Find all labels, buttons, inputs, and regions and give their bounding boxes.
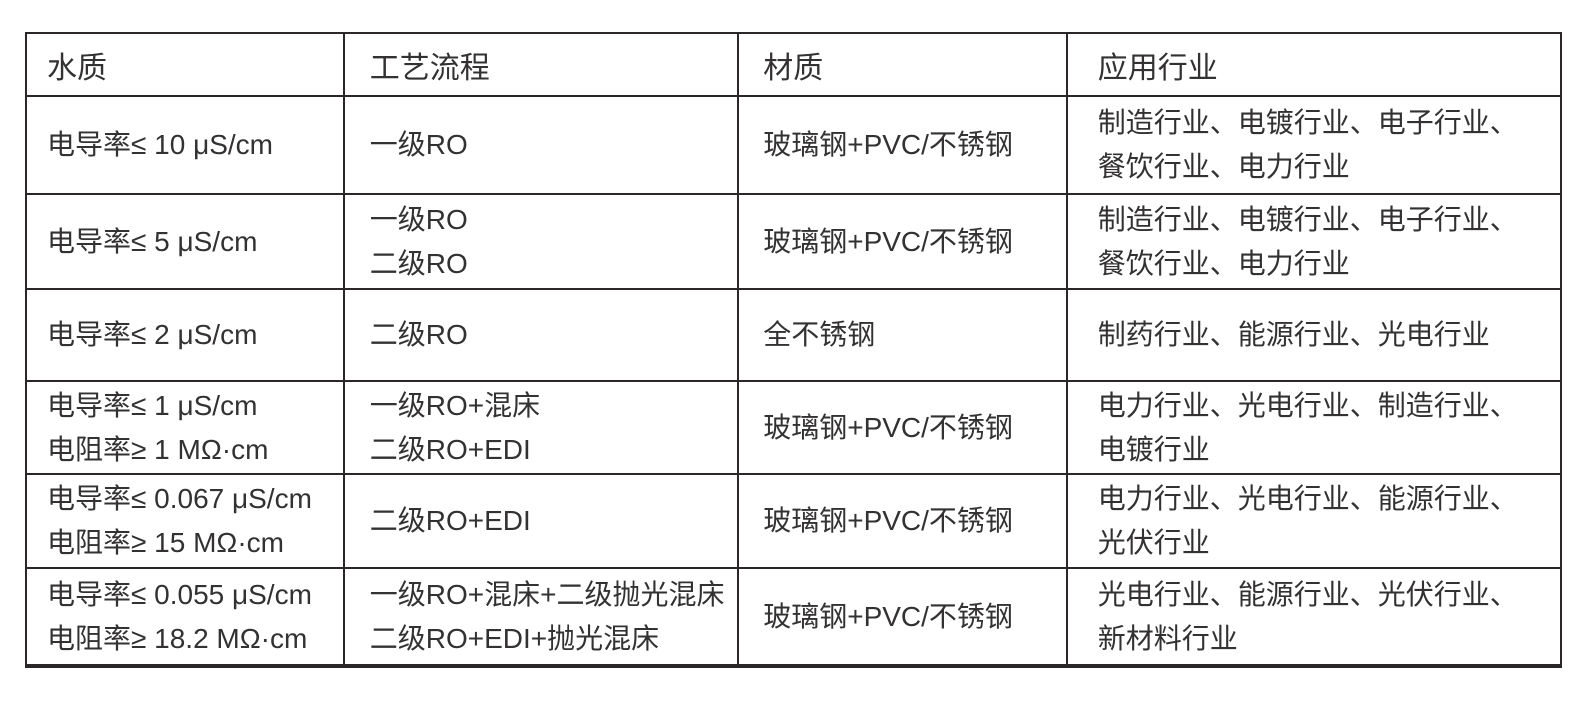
cell-line: 玻璃钢+PVC/不锈钢 (763, 505, 1013, 536)
cell-application-industries: 制造行业、电镀行业、电子行业、 餐饮行业、电力行业 (1065, 95, 1563, 195)
cell-line: 电导率≤ 5 μS/cm (47, 225, 258, 257)
table-row: 电导率≤ 5 μS/cm 一级RO 二级RO 玻璃钢+PVC/不锈钢 制造行业、电镀行业… (25, 193, 1563, 290)
cell-process-flow: 二级RO+EDI (342, 473, 740, 569)
table-body: 电导率≤ 10 μS/cm 一级RO 玻璃钢+PVC/不锈钢 制造行业、电镀行业、电子… (25, 95, 1563, 668)
cell-line: 二级RO+EDI+抛光混床 (369, 622, 660, 654)
cell-material: 玻璃钢+PVC/不锈钢 (737, 473, 1068, 569)
cell-water-quality: 电导率≤ 1 μS/cm 电阻率≥ 1 MΩ·cm (25, 380, 345, 475)
cell-material: 玻璃钢+PVC/不锈钢 (737, 567, 1068, 668)
cell-line: 电导率≤ 0.067 μS/cm (47, 483, 312, 514)
cell-line: 一级RO (369, 129, 468, 160)
cell-material: 玻璃钢+PVC/不锈钢 (737, 95, 1068, 195)
cell-line: 一级RO+混床 (369, 389, 541, 421)
cell-application-industries: 光电行业、能源行业、光伏行业、 新材料行业 (1065, 567, 1563, 668)
header-material: 材质 (737, 32, 1068, 97)
cell-application-industries: 制药行业、能源行业、光电行业 (1065, 288, 1563, 382)
table-row: 电导率≤ 0.067 μS/cm 电阻率≥ 15 MΩ·cm 二级RO+EDI 玻璃钢… (25, 473, 1563, 569)
cell-material: 全不锈钢 (737, 288, 1068, 382)
cell-process-flow: 一级RO+混床 二级RO+EDI (342, 380, 740, 475)
cell-process-flow: 一级RO 二级RO (342, 193, 740, 290)
table-row: 电导率≤ 2 μS/cm 二级RO 全不锈钢 制药行业、能源行业、光电行业 (25, 288, 1563, 382)
cell-line: 电导率≤ 1 μS/cm (47, 389, 258, 421)
cell-process-flow: 一级RO+混床+二级抛光混床 二级RO+EDI+抛光混床 (342, 567, 740, 668)
cell-line: 电力行业、光电行业、能源行业、 (1097, 483, 1518, 514)
cell-line: 光电行业、能源行业、光伏行业、 (1097, 578, 1518, 610)
cell-line: 二级RO+EDI (369, 505, 531, 536)
cell-water-quality: 电导率≤ 10 μS/cm (25, 95, 345, 195)
cell-line: 玻璃钢+PVC/不锈钢 (763, 225, 1013, 257)
cell-line: 电镀行业 (1097, 433, 1210, 465)
cell-material: 玻璃钢+PVC/不锈钢 (737, 380, 1068, 475)
cell-water-quality: 电导率≤ 0.067 μS/cm 电阻率≥ 15 MΩ·cm (25, 473, 345, 569)
table-row: 电导率≤ 1 μS/cm 电阻率≥ 1 MΩ·cm 一级RO+混床 二级RO+EDI 玻… (25, 380, 1563, 475)
cell-material: 玻璃钢+PVC/不锈钢 (737, 193, 1068, 290)
cell-line: 餐饮行业、电力行业 (1097, 151, 1350, 182)
cell-line: 光伏行业 (1097, 527, 1210, 558)
cell-line: 电导率≤ 0.055 μS/cm (47, 578, 312, 610)
cell-application-industries: 制造行业、电镀行业、电子行业、 餐饮行业、电力行业 (1065, 193, 1563, 290)
cell-line: 一级RO (369, 203, 468, 235)
cell-line: 电导率≤ 10 μS/cm (47, 129, 273, 160)
header-application-industries: 应用行业 (1065, 32, 1563, 97)
cell-water-quality: 电导率≤ 5 μS/cm (25, 193, 345, 290)
cell-line: 二级RO+EDI (369, 433, 531, 465)
cell-water-quality: 电导率≤ 2 μS/cm (25, 288, 345, 382)
cell-process-flow: 一级RO (342, 95, 740, 195)
cell-line: 电阻率≥ 15 MΩ·cm (47, 527, 284, 558)
water-quality-spec-table: 水质 工艺流程 材质 应用行业 电导率≤ 10 μS/cm 一级RO 玻璃钢+PVC… (25, 32, 1563, 668)
header-process-flow: 工艺流程 (342, 32, 740, 97)
cell-line: 餐饮行业、电力行业 (1097, 247, 1350, 279)
table-header-row: 水质 工艺流程 材质 应用行业 (25, 32, 1563, 97)
cell-line: 电阻率≥ 1 MΩ·cm (47, 433, 269, 465)
cell-application-industries: 电力行业、光电行业、制造行业、 电镀行业 (1065, 380, 1563, 475)
cell-line: 电导率≤ 2 μS/cm (47, 319, 258, 350)
cell-line: 一级RO+混床+二级抛光混床 (369, 578, 725, 610)
cell-line: 电阻率≥ 18.2 MΩ·cm (47, 622, 308, 654)
cell-water-quality: 电导率≤ 0.055 μS/cm 电阻率≥ 18.2 MΩ·cm (25, 567, 345, 668)
cell-line: 新材料行业 (1097, 622, 1238, 654)
table-row: 电导率≤ 10 μS/cm 一级RO 玻璃钢+PVC/不锈钢 制造行业、电镀行业、电子… (25, 95, 1563, 195)
cell-line: 制造行业、电镀行业、电子行业、 (1097, 203, 1518, 235)
cell-line: 电力行业、光电行业、制造行业、 (1097, 389, 1518, 421)
cell-line: 玻璃钢+PVC/不锈钢 (763, 411, 1013, 443)
cell-line: 玻璃钢+PVC/不锈钢 (763, 600, 1013, 632)
cell-line: 二级RO (369, 247, 468, 279)
cell-line: 玻璃钢+PVC/不锈钢 (763, 129, 1013, 160)
cell-process-flow: 二级RO (342, 288, 740, 382)
cell-line: 二级RO (369, 319, 468, 350)
table-row: 电导率≤ 0.055 μS/cm 电阻率≥ 18.2 MΩ·cm 一级RO+混床+二… (25, 567, 1563, 668)
cell-application-industries: 电力行业、光电行业、能源行业、 光伏行业 (1065, 473, 1563, 569)
cell-line: 全不锈钢 (763, 319, 876, 350)
cell-line: 制药行业、能源行业、光电行业 (1097, 319, 1490, 350)
header-water-quality: 水质 (25, 32, 345, 97)
cell-line: 制造行业、电镀行业、电子行业、 (1097, 107, 1518, 138)
